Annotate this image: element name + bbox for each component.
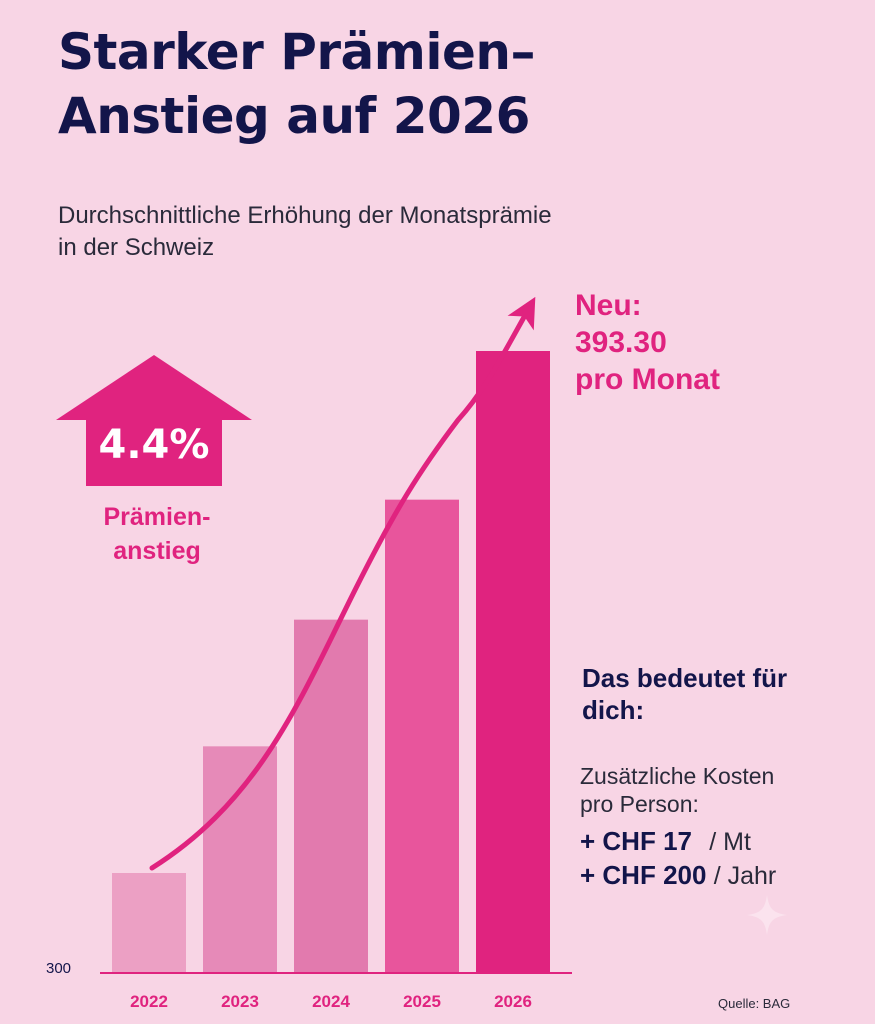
bar-2025 — [385, 499, 459, 973]
callout-line-3: pro Monat — [575, 363, 720, 396]
info-subtext: Zusätzliche Kosten pro Person: — [580, 762, 774, 818]
x-tick-label: 2023 — [221, 992, 259, 1011]
source-note: Quelle: BAG — [718, 996, 791, 1011]
cost-row-yearly: + CHF 200 / Jahr — [580, 860, 776, 891]
increase-label-line-2: anstieg — [113, 537, 201, 565]
y-tick-label: 300 — [46, 960, 71, 977]
callout-line-1: Neu: — [575, 289, 642, 322]
increase-label: Prämien- anstieg — [62, 500, 252, 568]
increase-label-line-1: Prämien- — [103, 503, 211, 531]
cost-yearly-unit: / Jahr — [713, 862, 777, 890]
callout-line-2: 393.30 — [575, 326, 667, 359]
title-line-1: Starker Prämien– — [58, 23, 536, 81]
cost-row-monthly: + CHF 17 / Mt — [580, 826, 751, 857]
bar-2023 — [203, 746, 277, 973]
subtitle-line-1: Durchschnittliche Erhöhung der Monatsprä… — [58, 202, 552, 229]
subtitle-line-2: in der Schweiz — [58, 234, 215, 261]
cost-monthly-amount: + CHF 17 — [580, 826, 692, 856]
bar-2026 — [476, 351, 550, 973]
x-tick-label: 2022 — [130, 992, 168, 1011]
new-premium-callout: Neu: 393.30 pro Monat — [575, 287, 720, 398]
bar-2024 — [294, 619, 368, 973]
cost-monthly-unit: / Mt — [709, 828, 751, 856]
increase-percent: 4.4% — [98, 422, 210, 468]
cost-yearly-amount: + CHF 200 — [580, 860, 707, 890]
title-line-2: Anstieg auf 2026 — [58, 87, 530, 145]
x-tick-label: 2025 — [403, 992, 441, 1011]
page-title: Starker Prämien– Anstieg auf 2026 — [58, 20, 536, 148]
sparkle-icon — [747, 895, 787, 935]
info-subtext-line-1: Zusätzliche Kosten — [580, 763, 775, 789]
up-arrow-icon — [56, 355, 252, 486]
info-heading: Das bedeutet für dich: — [582, 663, 788, 725]
bar-2022 — [112, 873, 186, 973]
trend-arrow — [149, 296, 536, 871]
x-tick-label: 2024 — [312, 992, 350, 1011]
info-subtext-line-2: pro Person: — [580, 791, 699, 817]
x-tick-label: 2026 — [494, 992, 532, 1011]
subtitle: Durchschnittliche Erhöhung der Monatsprä… — [58, 200, 552, 264]
